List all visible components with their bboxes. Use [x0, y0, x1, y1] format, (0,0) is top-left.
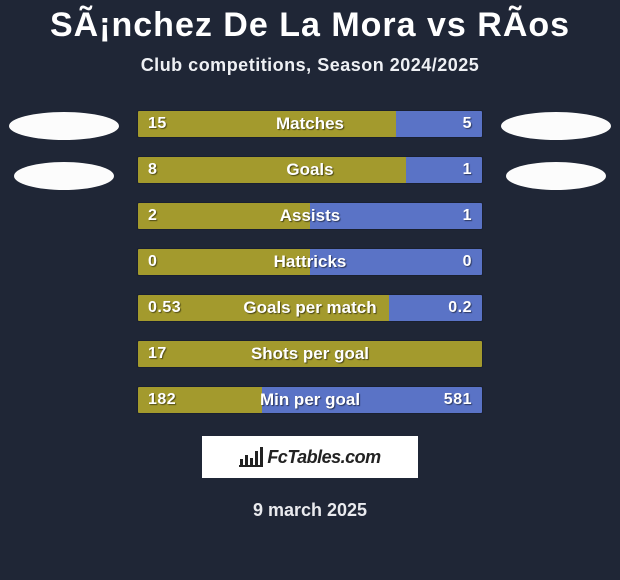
chart-icon [239, 447, 263, 467]
bar-seg-right [310, 249, 482, 275]
bar-seg-left [138, 249, 310, 275]
bar-row: 81Goals [137, 156, 483, 184]
bars-container: 155Matches81Goals21Assists00Hattricks0.5… [137, 110, 483, 414]
placeholder-oval [506, 162, 606, 190]
bar-row: 155Matches [137, 110, 483, 138]
watermark-text: FcTables.com [267, 447, 380, 468]
bar-seg-left [138, 203, 310, 229]
bar-seg-left [138, 111, 396, 137]
player-left-logos [4, 110, 124, 190]
placeholder-oval [14, 162, 114, 190]
page-title: SÃ¡nchez De La Mora vs RÃ­os [0, 0, 620, 45]
comparison-chart: 155Matches81Goals21Assists00Hattricks0.5… [0, 110, 620, 414]
subtitle: Club competitions, Season 2024/2025 [0, 55, 620, 76]
bar-value-right: 1 [463, 207, 472, 225]
bar-row: 0.530.2Goals per match [137, 294, 483, 322]
placeholder-oval [501, 112, 611, 140]
bar-row: 17Shots per goal [137, 340, 483, 368]
bar-value-left: 15 [148, 115, 167, 133]
bar-value-right: 581 [444, 391, 472, 409]
bar-row: 00Hattricks [137, 248, 483, 276]
bar-row: 21Assists [137, 202, 483, 230]
bar-value-left: 8 [148, 161, 157, 179]
bar-seg-right [310, 203, 482, 229]
placeholder-oval [9, 112, 119, 140]
bar-value-left: 0.53 [148, 299, 181, 317]
bar-value-right: 5 [463, 115, 472, 133]
watermark: FcTables.com [202, 436, 418, 478]
bar-value-left: 17 [148, 345, 167, 363]
bar-seg-left [138, 157, 406, 183]
bar-value-left: 2 [148, 207, 157, 225]
player-right-logos [496, 110, 616, 190]
date-label: 9 march 2025 [0, 500, 620, 521]
bar-value-right: 0 [463, 253, 472, 271]
bar-value-left: 182 [148, 391, 176, 409]
bar-value-right: 1 [463, 161, 472, 179]
bar-value-right: 0.2 [448, 299, 472, 317]
bar-value-left: 0 [148, 253, 157, 271]
bar-seg-left [138, 341, 482, 367]
bar-row: 182581Min per goal [137, 386, 483, 414]
